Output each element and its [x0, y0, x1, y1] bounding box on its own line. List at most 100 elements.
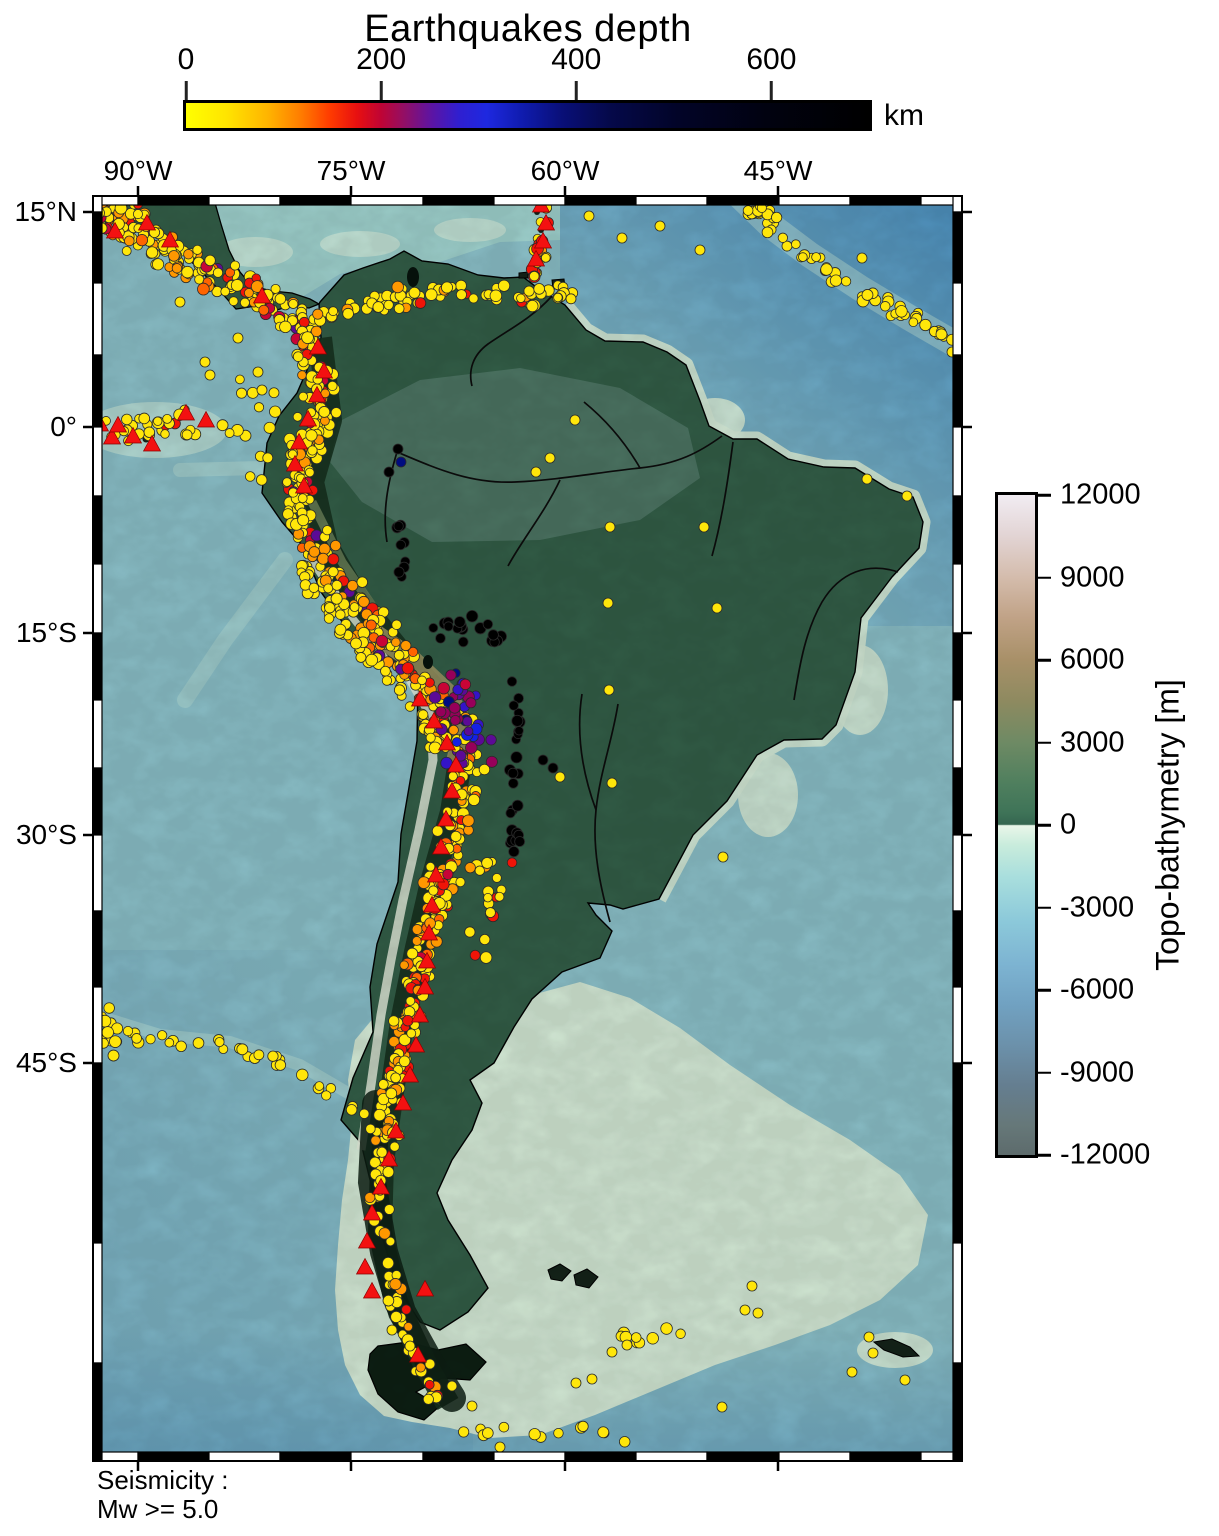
earthquake-dot: [372, 301, 385, 313]
frame-segment: [952, 354, 963, 428]
frame-segment: [137, 195, 210, 206]
earthquake-dot: [698, 521, 710, 533]
earthquake-dot: [390, 1310, 403, 1323]
earthquake-dot: [328, 306, 339, 317]
earthquake-dot: [403, 1322, 414, 1332]
belt-chile-ridge: [96, 1011, 382, 1137]
depth-cbar-tick: [184, 81, 188, 100]
earthquake-dot: [445, 669, 457, 681]
cluster-galapagos: [101, 404, 202, 447]
earthquake-dot: [528, 1428, 541, 1441]
earthquake-dot: [494, 891, 505, 902]
earthquake-dot: [375, 634, 389, 648]
earthquake-dot: [457, 636, 469, 648]
earthquake-dot: [204, 254, 216, 267]
earthquake-dot: [390, 1072, 401, 1084]
earthquake-dot: [359, 1108, 370, 1119]
frame-segment: [92, 834, 103, 912]
topo-cbar-tick: [1038, 576, 1051, 579]
earthquake-dot: [513, 692, 524, 704]
earthquake-dot: [716, 1401, 728, 1413]
lat-axis-label: 30°S: [16, 819, 77, 850]
earthquake-dot: [752, 1307, 764, 1319]
earthquake-dot: [711, 602, 723, 614]
earthquake-dot: [132, 209, 143, 220]
earthquake-dot: [314, 1081, 325, 1091]
volcano-marker: [307, 385, 327, 403]
topo-colorbar: 12000 9000 6000 3000 0 -3000 -6000 -9000 -12000: [995, 479, 1150, 1171]
earthquake-dot: [346, 580, 359, 592]
earthquake-dot: [717, 851, 729, 863]
volcano-marker: [526, 249, 546, 267]
earthquake-dot: [919, 318, 932, 332]
frame-segment: [92, 767, 103, 836]
volcano-marker: [142, 434, 162, 452]
earthquake-dot: [382, 1166, 395, 1178]
frame-segment: [952, 211, 963, 284]
lat-axis-label: 45°S: [16, 1047, 77, 1078]
depth-colorbar: 0 200 400 600: [178, 43, 872, 131]
frame-segment: [952, 699, 963, 769]
cluster-argentina-foreland: [455, 857, 518, 964]
earthquake-dot: [523, 285, 535, 297]
lon-axis-label: 60°W: [531, 155, 600, 186]
earthquake-dot: [422, 1393, 434, 1405]
earthquake-dot: [479, 934, 491, 946]
earthquake-dot: [544, 452, 556, 464]
earthquake-dot: [402, 1014, 414, 1027]
earthquake-dot: [262, 452, 274, 464]
earthquake-dot: [391, 619, 402, 630]
earthquake-dot: [373, 1108, 386, 1122]
earthquake-dot: [497, 279, 511, 292]
earthquake-dot: [408, 286, 421, 299]
earthquake-dot: [570, 1377, 582, 1389]
earthquake-dot: [228, 296, 239, 307]
earthquake-dot: [268, 387, 280, 399]
earthquake-dot: [250, 280, 264, 293]
earthquake-dot: [660, 1322, 673, 1335]
earthquake-dot: [168, 250, 180, 262]
earthquake-dot: [378, 1227, 391, 1240]
earthquake-dot: [183, 249, 194, 260]
frame-segment: [952, 426, 963, 497]
caption-line-2: Mw >= 5.0: [97, 1494, 219, 1524]
earthquake-dot: [417, 675, 427, 686]
frame-segment: [92, 986, 103, 1064]
frame-segment: [952, 282, 963, 356]
earthquake-dot: [385, 1087, 398, 1100]
earthquake-dot: [304, 467, 315, 478]
lon-axis-label: 75°W: [317, 155, 386, 186]
topo-cbar-tick: [1038, 1071, 1051, 1074]
earthquake-dot: [160, 429, 170, 439]
earthquake-dot: [391, 637, 401, 648]
earthquake-dot: [356, 576, 368, 588]
earthquake-dot: [761, 226, 774, 239]
belt-deep-black-west: [391, 519, 411, 582]
frame-segment: [564, 195, 637, 206]
single-events: [174, 210, 958, 1453]
earthquake-dot: [428, 623, 439, 633]
earthquake-dot: [451, 737, 462, 747]
earthquake-dot: [317, 552, 330, 565]
volcano-marker: [431, 837, 451, 855]
earthquake-dot: [406, 947, 419, 960]
earthquake-dot: [230, 260, 241, 271]
earthquake-dot: [308, 582, 320, 593]
earthquake-dot: [393, 684, 406, 696]
cluster-venezuela-trinidad: [526, 280, 579, 313]
earthquake-dot: [239, 297, 250, 308]
earthquake-dot: [739, 1304, 751, 1316]
topo-cbar-tick-label: -6000: [1060, 973, 1135, 1006]
volcano-marker: [314, 361, 334, 379]
earthquake-dot: [157, 1030, 168, 1041]
earthquake-dot: [453, 616, 466, 628]
earthquake-dot: [840, 276, 852, 287]
topo-cbar-tick: [1038, 658, 1051, 662]
earthquake-dot: [771, 211, 783, 224]
earthquake-dot: [297, 493, 308, 504]
earthquake-dot: [138, 412, 151, 425]
depth-cbar-tick-label: 200: [356, 43, 407, 76]
earthquake-dot: [462, 716, 473, 727]
